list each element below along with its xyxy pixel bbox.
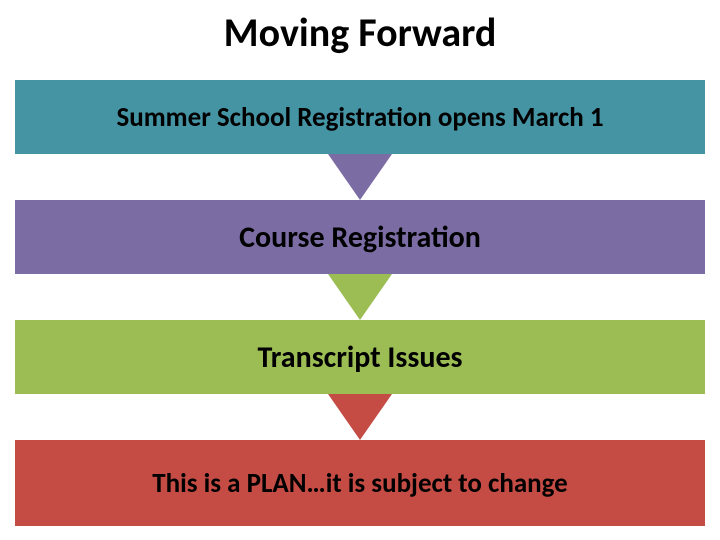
flow-box-1-label: Course Registration (239, 219, 481, 256)
flow-box-2-label: Transcript Issues (257, 339, 462, 376)
flow-arrow-1 (328, 274, 392, 320)
flow-box-3-label: This is a PLAN…it is subject to change (152, 467, 567, 500)
flow-box-1: Course Registration (15, 200, 705, 274)
slide-container: { "title": { "text": "Moving Forward", "… (0, 0, 720, 540)
flow-arrow-2 (328, 394, 392, 440)
flow-box-2: Transcript Issues (15, 320, 705, 394)
flow-box-0: Summer School Registration opens March 1 (15, 80, 705, 154)
slide-title: Moving Forward (0, 8, 720, 57)
flow-box-3: This is a PLAN…it is subject to change (15, 440, 705, 526)
flow-box-0-label: Summer School Registration opens March 1 (116, 101, 603, 134)
flow-arrow-0 (328, 154, 392, 200)
